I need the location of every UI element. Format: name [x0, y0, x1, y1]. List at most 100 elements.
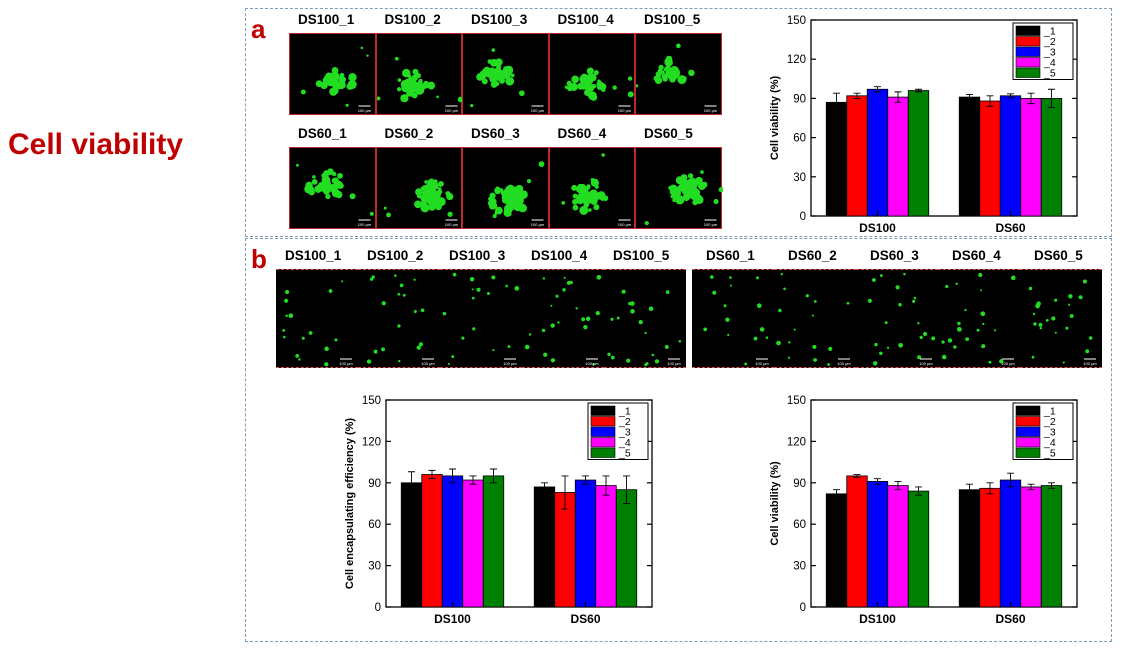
error-bar: [408, 471, 415, 495]
single-cell: [550, 304, 553, 307]
bar: [421, 474, 443, 608]
single-cell: [978, 272, 983, 278]
bar: [615, 489, 638, 608]
single-cell: [541, 328, 546, 333]
single-cell: [805, 294, 809, 298]
cell-spheroid: [417, 87, 422, 92]
cell-spheroid: [369, 211, 374, 216]
single-cell: [1045, 318, 1049, 322]
cell-spheroid: [338, 76, 346, 84]
legend-swatch: [590, 416, 616, 427]
single-cell: [813, 300, 817, 303]
error-bar: [623, 475, 630, 504]
legend-label: _1: [1043, 26, 1056, 38]
plot-frame: [810, 399, 1078, 608]
cell-spheroid: [457, 96, 463, 103]
y-tick-label: 120: [787, 54, 806, 66]
single-cell: [867, 298, 872, 303]
single-cell: [947, 338, 953, 343]
cell-spheroid: [490, 59, 498, 67]
single-cell: [780, 273, 783, 276]
legend-swatch: [590, 447, 616, 458]
x-tick-label: DS60: [995, 221, 1025, 235]
single-cell: [941, 354, 947, 360]
single-cell: [566, 280, 571, 285]
scale-bar-label: 100 μm: [617, 108, 631, 113]
single-cell: [595, 310, 600, 316]
cell-spheroid: [672, 197, 677, 203]
single-cell: [729, 284, 732, 287]
panel-a-ds100-micrograph: 100 μm: [548, 33, 635, 115]
single-cell: [957, 321, 961, 326]
cell-spheroid: [718, 187, 723, 193]
single-cell: [919, 335, 923, 340]
cell-spheroid: [396, 78, 401, 82]
single-cell: [846, 301, 850, 305]
cell-spheroid: [383, 206, 387, 210]
error-bar: [1048, 88, 1055, 108]
panel-a-ds100-micrograph: 100 μm: [289, 33, 376, 115]
y-tick-label: 150: [362, 395, 381, 407]
cell-spheroid: [678, 76, 686, 84]
scale-bar-label: 100 μm: [837, 361, 851, 366]
cell-spheroid: [429, 192, 434, 197]
single-cell: [648, 306, 654, 312]
bar: [958, 96, 981, 217]
cell-spheroid: [522, 190, 527, 195]
single-cell: [472, 327, 476, 331]
bar: [866, 88, 889, 217]
panel-b-ds60-label: DS60_2: [788, 248, 837, 263]
single-cell: [828, 346, 833, 351]
legend-swatch: [590, 426, 616, 437]
legend-swatch: [1015, 405, 1041, 416]
error-bar: [874, 478, 881, 485]
cell-spheroid: [416, 193, 421, 199]
cell-spheroid: [695, 195, 704, 205]
cell-spheroid: [569, 82, 578, 91]
single-cell: [610, 317, 614, 321]
panel-a-ds100-micrograph: 100 μm: [462, 33, 549, 115]
cell-spheroid: [653, 76, 658, 81]
single-cell: [827, 363, 831, 366]
legend-label: _5: [618, 448, 631, 460]
y-axis-label: Cell encapsulating efficiency (%): [344, 418, 356, 589]
single-cell: [461, 336, 465, 340]
y-tick-label: 30: [368, 561, 381, 573]
cell-spheroid: [318, 181, 326, 189]
panel-b-ds60-micrograph: 100 μm: [938, 269, 1020, 368]
cell-spheroid: [423, 80, 428, 86]
single-cell: [788, 341, 791, 344]
cell-spheroid: [332, 177, 339, 184]
cell-spheroid: [324, 79, 330, 85]
cell-spheroid: [433, 193, 438, 198]
y-tick-label: 0: [800, 602, 806, 614]
single-cell: [596, 274, 602, 280]
cell-spheroid: [636, 84, 639, 88]
single-cell: [922, 331, 928, 337]
cell-spheroid: [508, 199, 515, 206]
y-tick-label: 120: [362, 436, 381, 448]
single-cell: [486, 291, 491, 296]
error-bar: [853, 92, 861, 99]
y-tick-label: 150: [787, 15, 806, 27]
cell-spheroid: [578, 205, 588, 215]
single-cell: [917, 322, 920, 325]
x-tick-label: DS60: [570, 612, 600, 626]
single-cell: [610, 355, 615, 360]
cell-spheroid: [538, 161, 545, 168]
error-bar: [894, 480, 902, 491]
cell-spheroid: [592, 190, 598, 197]
single-cell: [418, 342, 423, 347]
single-cell: [953, 345, 957, 349]
cell-spheroid: [494, 211, 498, 215]
single-cell: [1082, 279, 1087, 284]
legend-swatch: [1015, 25, 1041, 36]
single-cell: [725, 317, 730, 322]
single-cell: [542, 277, 546, 280]
legend-swatch: [1015, 36, 1041, 47]
plot-frame: [810, 19, 1078, 217]
cell-spheroid: [590, 177, 594, 182]
single-cell: [638, 320, 643, 325]
error-bar: [561, 475, 569, 510]
bar: [846, 95, 868, 217]
